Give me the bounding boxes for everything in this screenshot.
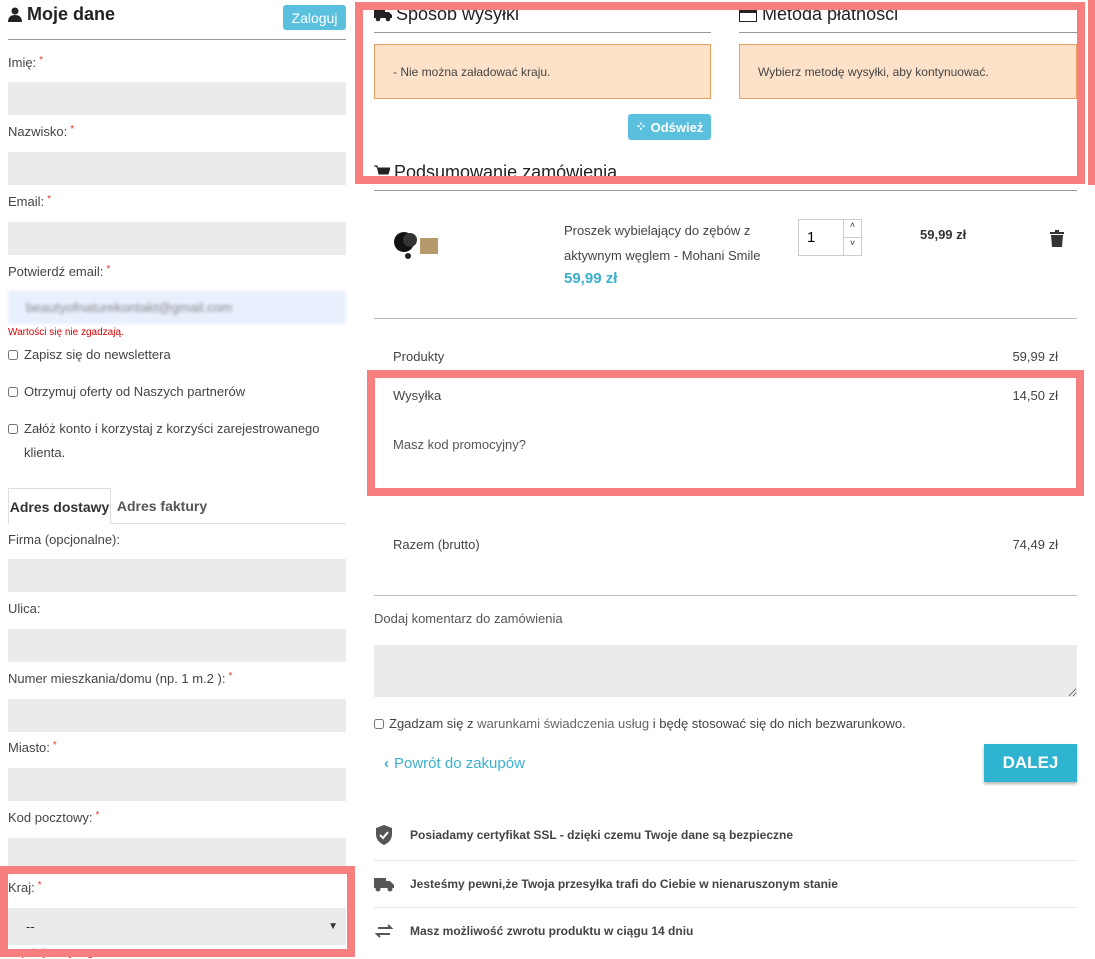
field-label-last-name: Nazwisko: * (8, 124, 75, 139)
promo-code-link[interactable]: Masz kod promocyjny? (393, 437, 526, 452)
feature-returns: Masz możliwość zwrotu produktu w ciągu 1… (374, 921, 1077, 941)
create-account-checkbox[interactable]: Załóż konto i korzystaj z korzyści zarej… (8, 417, 338, 465)
shield-check-icon (376, 825, 392, 845)
truck-icon (374, 8, 392, 21)
field-label-street: Ulica: (8, 601, 41, 616)
confirm-email-input[interactable] (8, 291, 346, 324)
back-to-shop-link[interactable]: ‹ Powrót do zakupów (384, 755, 525, 772)
tab-shipping-address[interactable]: Adres dostawy (8, 488, 111, 524)
terms-link[interactable]: warunkami świadczenia usług (477, 716, 650, 731)
field-label-confirm-email: Potwierdź email: * (8, 264, 111, 279)
product-line-total: 59,99 zł (920, 227, 967, 242)
quantity-down-button[interactable]: ˅ (849, 238, 856, 248)
user-icon (8, 7, 22, 22)
shipping-alert: - Nie można załadować kraju. (374, 44, 711, 99)
section-title-shipping: Sposób wysyłki (374, 4, 519, 25)
quantity-up-button[interactable]: ˄ (844, 220, 861, 238)
feature-ssl: Posiadamy certyfikat SSL - dzięki czemu … (374, 825, 1077, 845)
city-input[interactable] (8, 768, 346, 801)
feature-safe-delivery: Jesteśmy pewni,że Twoja przesyłka trafi … (374, 874, 1077, 894)
summary-total-row: Razem (brutto) 74,49 zł (393, 537, 1058, 552)
field-label-first-name: Imię: * (8, 55, 44, 70)
spinner-icon: ⁘ (635, 119, 647, 134)
terms-checkbox[interactable]: Zgadzam się z warunkami świadczenia usłu… (374, 716, 906, 731)
chevron-left-icon: ‹ (384, 755, 389, 772)
field-label-house-number: Numer mieszkania/domu (np. 1 m.2 ): * (8, 671, 233, 686)
comment-label: Dodaj komentarz do zamówienia (374, 611, 563, 626)
credit-card-icon (739, 7, 757, 22)
product-name[interactable]: Proszek wybielający do zębów z aktywnym … (564, 223, 761, 263)
product-image[interactable] (390, 228, 442, 262)
field-label-email: Email: * (8, 194, 52, 209)
country-select[interactable]: -- ▼ (8, 908, 346, 945)
partners-offers-checkbox[interactable]: Otrzymuj oferty od Naszych partnerów (8, 380, 338, 404)
cart-icon (374, 165, 390, 180)
last-name-input[interactable] (8, 152, 346, 185)
refresh-button[interactable]: ⁘ Odśwież (628, 114, 711, 140)
exchange-arrows-icon (374, 924, 394, 938)
house-number-input[interactable] (8, 699, 346, 732)
tab-billing-address[interactable]: Adres faktury (116, 498, 208, 514)
trash-icon[interactable] (1050, 230, 1064, 250)
quantity-stepper[interactable]: ˄˅ (798, 219, 862, 256)
section-title-my-data: Moje dane (8, 4, 115, 25)
newsletter-checkbox[interactable]: Zapisz się do newslettera (8, 343, 338, 367)
first-name-input[interactable] (8, 82, 346, 115)
postal-code-input[interactable] (8, 838, 346, 871)
quantity-input[interactable] (799, 220, 843, 255)
field-label-city: Miasto: * (8, 740, 57, 755)
truck-icon (374, 878, 394, 892)
section-title-payment: Metoda płatności (739, 4, 898, 25)
country-required-error: To pole jest wymagane. (8, 948, 113, 959)
product-unit-price: 59,99 zł (564, 270, 618, 287)
scrollbar[interactable] (1088, 0, 1095, 185)
company-input[interactable] (8, 559, 346, 592)
street-input[interactable] (8, 629, 346, 662)
field-label-country: Kraj: * (8, 880, 42, 895)
email-input[interactable] (8, 222, 346, 255)
summary-products-row: Produkty 59,99 zł (393, 349, 1058, 364)
login-button[interactable]: Zaloguj (283, 5, 346, 30)
next-button[interactable]: DALEJ (984, 744, 1077, 782)
comment-textarea[interactable] (374, 645, 1077, 697)
payment-alert: Wybierz metodę wysyłki, aby kontynuować. (739, 44, 1077, 99)
dropdown-arrow-icon: ▼ (328, 921, 338, 932)
summary-shipping-row: Wysyłka 14,50 zł (393, 388, 1058, 403)
field-label-company: Firma (opcjonalne): (8, 532, 120, 547)
email-mismatch-error: Wartości się nie zgadzają. (8, 327, 124, 338)
section-title-order-summary: Podsumowanie zamówienia (374, 162, 617, 183)
field-label-postal-code: Kod pocztowy: * (8, 810, 100, 825)
